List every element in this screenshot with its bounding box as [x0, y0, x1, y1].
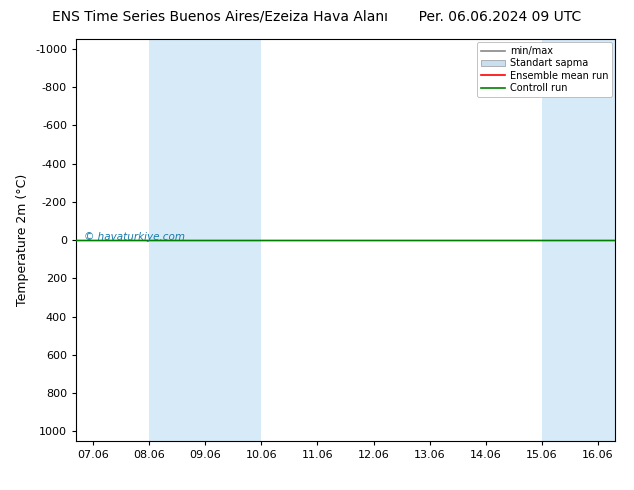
Legend: min/max, Standart sapma, Ensemble mean run, Controll run: min/max, Standart sapma, Ensemble mean r…	[477, 42, 612, 97]
Y-axis label: Temperature 2m (°C): Temperature 2m (°C)	[16, 174, 30, 306]
Bar	[542, 39, 615, 441]
Bar	[149, 39, 261, 441]
Text: ENS Time Series Buenos Aires/Ezeiza Hava Alanı       Per. 06.06.2024 09 UTC: ENS Time Series Buenos Aires/Ezeiza Hava…	[53, 10, 581, 24]
Text: © havaturkiye.com: © havaturkiye.com	[84, 232, 185, 242]
